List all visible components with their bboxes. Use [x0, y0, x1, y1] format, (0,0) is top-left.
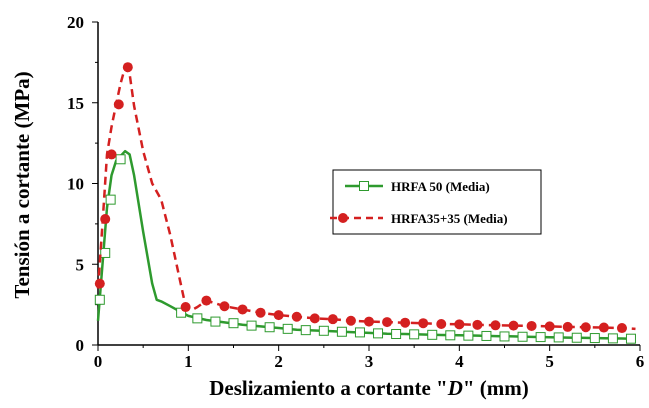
series-2-marker [418, 318, 429, 329]
y-tick-label: 10 [67, 175, 84, 194]
series-1-marker [282, 323, 293, 334]
series-2-marker [122, 62, 133, 73]
series-2-marker [345, 315, 356, 326]
series-1-marker [300, 325, 311, 336]
y-tick-label: 15 [67, 94, 84, 113]
series-1-marker [264, 322, 275, 333]
legend-marker-hrfa3535 [338, 213, 348, 223]
series-layer [94, 62, 636, 344]
y-tick-label: 0 [76, 336, 85, 355]
series-1-marker [105, 194, 116, 205]
ticks-layer: 0 1 2 3 4 5 6 0 5 10 15 20 [67, 13, 644, 371]
y-tick-label: 5 [76, 255, 85, 274]
series-1-marker [115, 154, 126, 165]
series-2-marker [201, 295, 212, 306]
series-2-marker [113, 99, 124, 110]
series-2-marker [273, 310, 284, 321]
series-1-marker [246, 320, 257, 331]
x-tick-label: 6 [636, 352, 645, 371]
series-2-marker [454, 319, 465, 330]
series-2-marker [508, 320, 519, 331]
legend-label-hrfa3535: HRFA35+35 (Media) [391, 211, 508, 226]
series-2-marker [255, 307, 266, 318]
series-2-marker [436, 319, 447, 330]
series-1-marker [192, 313, 203, 324]
series-2-marker [237, 304, 248, 315]
series-1-marker [481, 330, 492, 341]
series-1-marker [463, 330, 474, 341]
series-1-marker [553, 332, 564, 343]
series-1-marker [607, 333, 618, 344]
series-1-marker [427, 329, 438, 340]
legend-marker-hrfa50 [359, 181, 369, 191]
x-tick-label: 0 [94, 352, 103, 371]
series-1-marker [210, 316, 221, 327]
series-2-marker [291, 311, 302, 322]
series-1-marker [318, 325, 329, 336]
x-axis-title-part-1: Deslizamiento a cortante " [209, 376, 448, 400]
series-1-marker [336, 326, 347, 337]
series-2-marker [400, 317, 411, 328]
series-1-marker [100, 247, 111, 258]
series-2-marker [616, 323, 627, 334]
legend-entry-hrfa50: HRFA 50 (Media) [345, 179, 490, 194]
series-2-marker [526, 320, 537, 331]
series-1-marker [354, 327, 365, 338]
series-2-marker [219, 301, 230, 312]
y-axis-title: Tensión a cortante (MPa) [10, 71, 34, 298]
series-2-marker [580, 322, 591, 333]
legend-label-hrfa50: HRFA 50 (Media) [391, 179, 490, 194]
series-2-marker [598, 322, 609, 333]
series-1-marker [228, 318, 239, 329]
legend-box [332, 169, 542, 235]
series-2-marker [94, 278, 105, 289]
series-2-marker [309, 313, 320, 324]
series-1-marker [445, 330, 456, 341]
x-tick-label: 4 [455, 352, 464, 371]
series-2-marker [180, 302, 191, 313]
series-2-marker [544, 321, 555, 332]
series-1-marker [625, 333, 636, 344]
y-tick-label: 20 [67, 13, 84, 32]
series-1-marker [391, 329, 402, 340]
legend: HRFA 50 (Media) HRFA35+35 (Media) [330, 169, 542, 235]
x-tick-label: 1 [184, 352, 193, 371]
x-axis-title-part-2: " (mm) [463, 376, 529, 400]
series-1-marker [571, 332, 582, 343]
x-axis-title-italic: D [447, 376, 463, 400]
series-2-marker [106, 149, 117, 160]
series-2-marker [490, 320, 501, 331]
x-axis-title: Deslizamiento a cortante "D" (mm) [209, 376, 529, 400]
series-2-marker [364, 316, 374, 327]
x-tick-label: 5 [545, 352, 554, 371]
series-2-marker [100, 214, 111, 225]
legend-entry-hrfa3535: HRFA35+35 (Media) [330, 211, 508, 226]
x-tick-label: 2 [274, 352, 283, 371]
x-tick-label: 3 [365, 352, 374, 371]
series-1-marker [94, 294, 105, 305]
series-1-marker [499, 331, 510, 342]
series-1-marker [409, 329, 420, 340]
series-1-marker [589, 333, 600, 344]
series-2-marker [382, 317, 393, 328]
series-1-marker [535, 332, 546, 343]
series-2-marker [562, 321, 573, 332]
series-1-marker [517, 331, 528, 342]
series-1-marker [373, 328, 384, 339]
series-2-marker [327, 314, 338, 325]
series-2-marker [472, 319, 483, 330]
